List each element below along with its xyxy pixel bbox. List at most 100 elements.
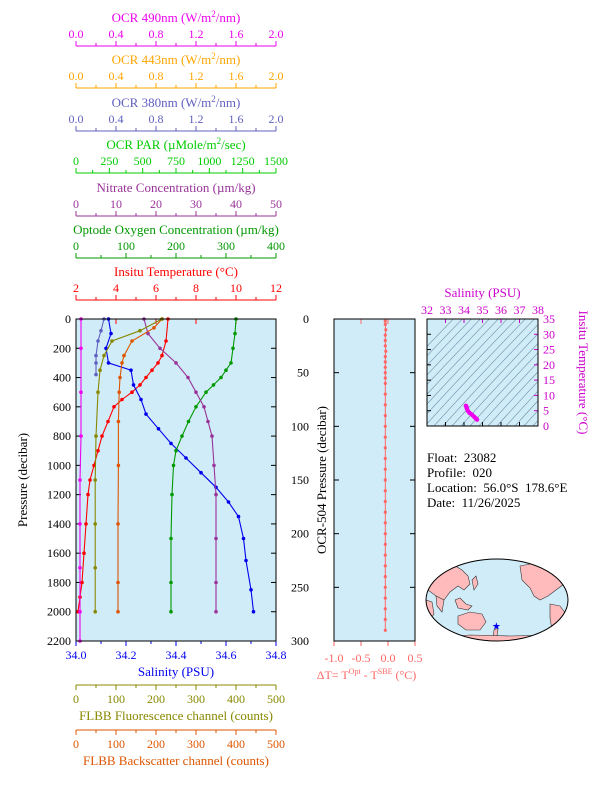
delta-point [383, 575, 387, 579]
fluorescence-point [93, 609, 97, 614]
delta-t-plot: 0 50 100 150 200 250 300 -1.0 -0.5 0.0 0.5 ΔT= TOpt… [291, 312, 423, 682]
par-tick-label: 1250 [231, 154, 255, 168]
delta-point [383, 553, 387, 557]
delta-x-tick-label: -1.0 [325, 651, 344, 665]
pressure-tick-label: 1400 [47, 517, 71, 531]
profile-date: Date: 11/26/2025 [427, 495, 521, 510]
ocr490-point [79, 434, 83, 438]
top-axes: 0.0 0.4 0.8 1.2 1.6 2.0 OCR 490nm (W/m2/nm) 0.0… [69, 9, 288, 324]
fluorescence-tick-label: 200 [147, 692, 165, 706]
delta-y-tick-label: 300 [291, 634, 309, 648]
pressure-tick-label: 600 [53, 400, 71, 414]
pressure-axis: 0 200 400 600 800 1000 1200 1400 1600 1800 2000 220… [15, 312, 276, 648]
ocr443-axis-title: OCR 443nm (W/m2/nm) [112, 51, 241, 67]
density-contour [514, 400, 538, 426]
delta-point [383, 532, 387, 536]
ts-y-tick-label: 30 [543, 327, 555, 341]
ocr490-point [79, 346, 83, 351]
salinity-point [251, 609, 256, 614]
oxygen-point [194, 405, 198, 409]
salinity-point [244, 558, 248, 563]
backscatter-point [152, 326, 156, 330]
delta-point [383, 360, 387, 364]
oxygen-tick-label: 100 [117, 239, 135, 253]
ocr443-tick-label: 1.6 [229, 69, 244, 83]
temperature-point [84, 522, 88, 526]
delta-plot-frame [333, 318, 416, 642]
fluorescence-point [96, 390, 100, 395]
delta-plot-background [334, 319, 415, 641]
fluorescence-point [138, 328, 142, 333]
delta-point [383, 319, 387, 323]
temperature-point [164, 339, 168, 343]
ocr380-point [99, 328, 103, 333]
par-tick-label: 0 [73, 154, 79, 168]
pressure-tick-label: 2200 [47, 634, 71, 648]
nitrate-line [143, 318, 217, 612]
ocr443-tick-label: 0.8 [149, 69, 164, 83]
pressure-tick-label: 1800 [47, 575, 71, 589]
ts-x-tick-label: 35 [477, 303, 489, 317]
salinity-point [106, 361, 111, 365]
density-contours [427, 319, 538, 426]
density-contour [427, 319, 508, 405]
profile-number: Profile: 020 [427, 465, 492, 480]
fluorescence-point [93, 566, 97, 570]
ts-y-tick-label: 0 [543, 419, 549, 433]
salinity-point [249, 588, 253, 592]
delta-y-tick-label: 250 [291, 580, 309, 594]
salinity-axis-title: Salinity (PSU) [138, 664, 214, 679]
nitrate-tick-label: 10 [110, 197, 122, 211]
ts-y-tick-label: 35 [543, 312, 555, 326]
salinity-tick-label: 34.2 [116, 648, 137, 662]
oxygen-point [186, 419, 191, 424]
density-contour [442, 324, 538, 426]
nitrate-point [214, 609, 218, 614]
ts-x-tick-label: 34 [458, 303, 470, 317]
salinity-point [129, 368, 133, 373]
delta-y-axis-title: OCR-504 Pressure (decibar) [314, 406, 329, 554]
ts-y-tick-label: 20 [543, 358, 555, 372]
delta-point [383, 628, 387, 632]
salinity-tick-label: 34.0 [66, 648, 87, 662]
ts-x-tick-label: 37 [514, 303, 526, 317]
nitrate-point [206, 419, 210, 424]
temperature-point [100, 434, 104, 438]
delta-y-tick-label: 100 [291, 419, 309, 433]
delta-point [383, 542, 387, 547]
oxygen-point [170, 492, 174, 497]
temperature-tick-label: 2 [73, 281, 79, 295]
nitrate-tick-label: 40 [230, 197, 242, 211]
oxygen-tick-label: 300 [217, 239, 235, 253]
temperature-tick-label: 6 [153, 281, 159, 295]
float-location: Location: 56.0°S 178.6°E [427, 480, 568, 495]
oxygen-point [169, 609, 173, 614]
backscatter-point [116, 419, 121, 424]
backscatter-point [117, 390, 121, 395]
temperature-tick-label: 4 [113, 281, 119, 295]
nitrate-point [158, 346, 162, 351]
oxygen-tick-label: 0 [73, 239, 79, 253]
delta-point [383, 478, 387, 482]
density-contour [487, 371, 538, 426]
oxygen-point [180, 434, 184, 438]
par-axis-title: OCR PAR (µMole/m2/sec) [106, 136, 245, 152]
fluorescence-tick-label: 100 [107, 692, 125, 706]
bottom-axes: 34.0 34.2 34.4 34.6 34.8 Salinity (PSU) 0 100 20… [66, 641, 287, 768]
density-contour [427, 319, 499, 395]
ocr490-point [79, 390, 83, 395]
delta-point [383, 381, 387, 385]
temperature-point [160, 353, 164, 358]
ocr380-point [96, 339, 100, 343]
par-tick-label: 1000 [197, 154, 221, 168]
delta-point [383, 456, 387, 461]
main-plot-frame [75, 318, 277, 642]
ocr380-tick-label: 1.2 [189, 112, 204, 126]
oxygen-point [219, 375, 223, 380]
ts-x-tick-label: 32 [421, 303, 433, 317]
ocr490-point [78, 609, 82, 614]
salinity-point [184, 456, 188, 460]
nitrate-tick-label: 0 [73, 197, 79, 211]
delta-point [383, 355, 387, 359]
nitrate-point [194, 390, 198, 395]
